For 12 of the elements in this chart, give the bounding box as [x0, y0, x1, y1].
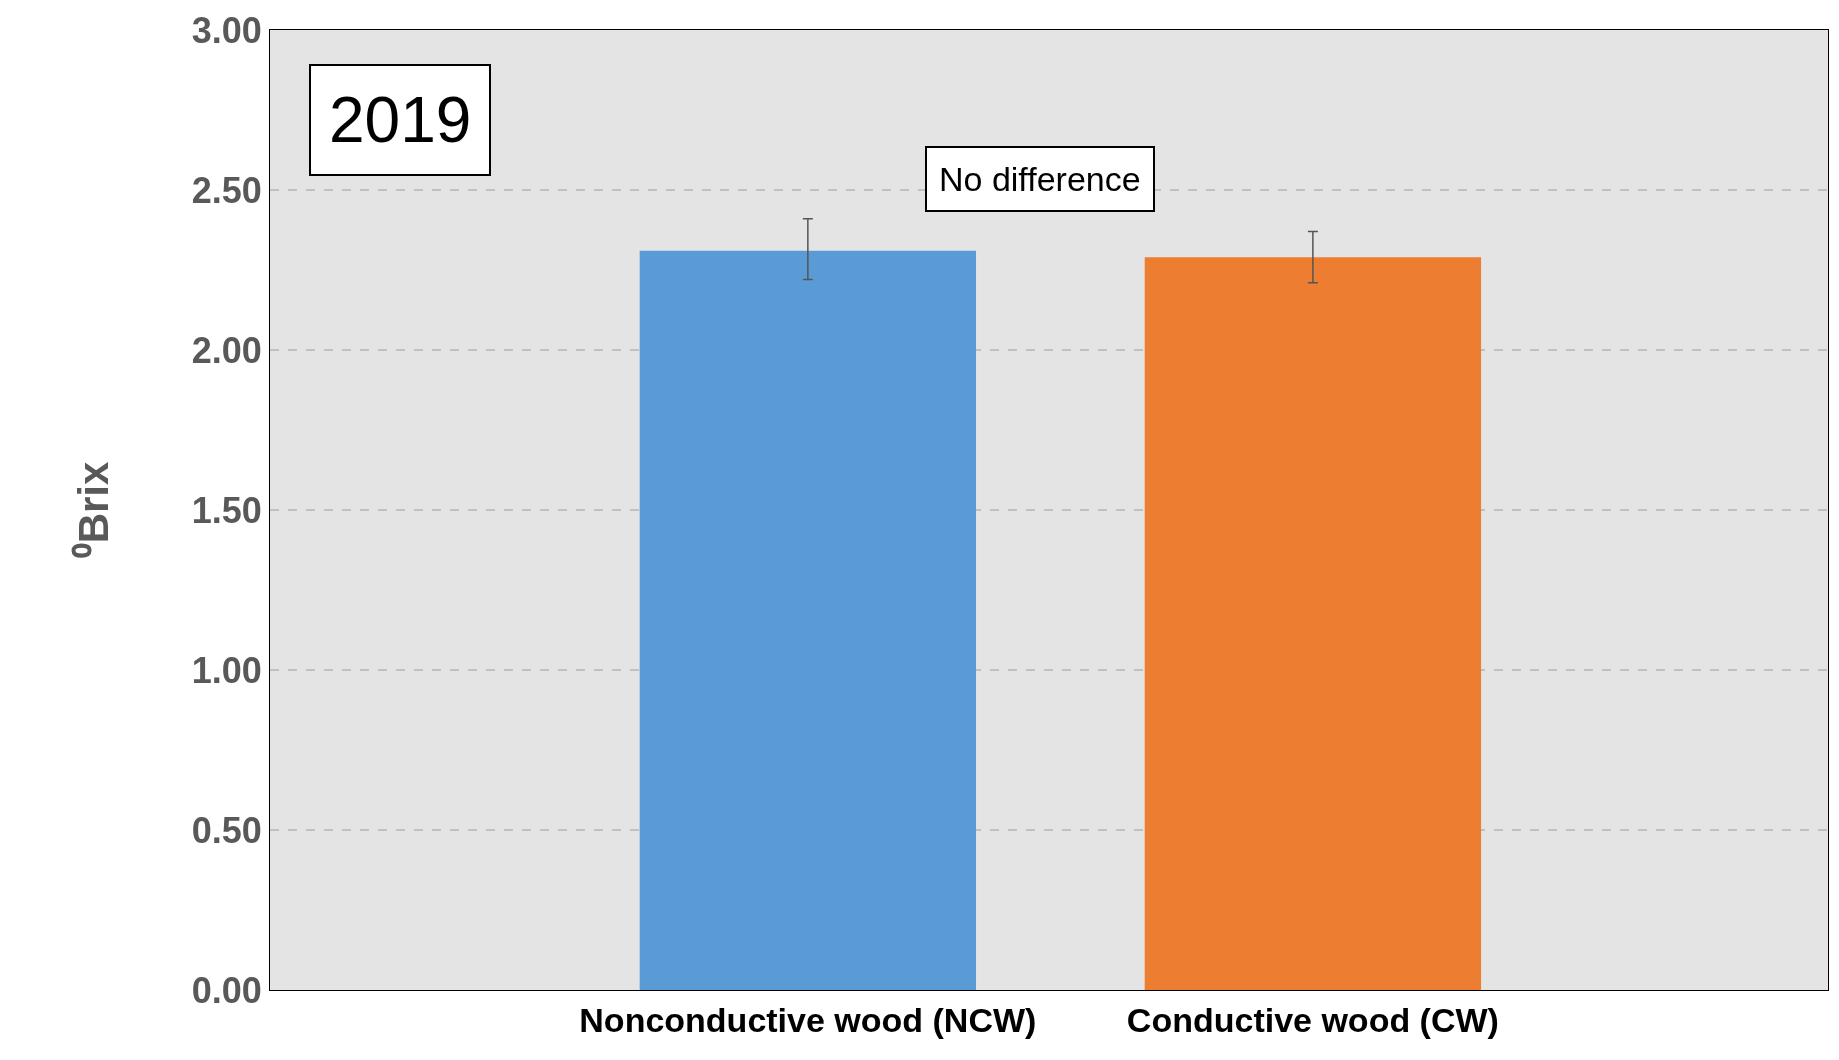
y-tick-label: 2.50 [191, 169, 262, 211]
x-tick-label: Nonconductive wood (NCW) [579, 1000, 1037, 1039]
y-axis-title: ⁰Brix [69, 461, 117, 559]
y-tick-label: 2.00 [191, 329, 262, 371]
y-tick-label: 3.00 [191, 9, 262, 51]
y-tick-label: 0.50 [191, 809, 262, 851]
annotation: No difference [939, 160, 1141, 198]
y-tick-label: 1.00 [191, 649, 262, 691]
annotation: 2019 [329, 84, 472, 156]
x-tick-label: Conductive wood (CW) [1126, 1000, 1499, 1039]
y-tick-label: 0.00 [191, 969, 262, 1011]
y-tick-label: 1.50 [191, 489, 262, 531]
